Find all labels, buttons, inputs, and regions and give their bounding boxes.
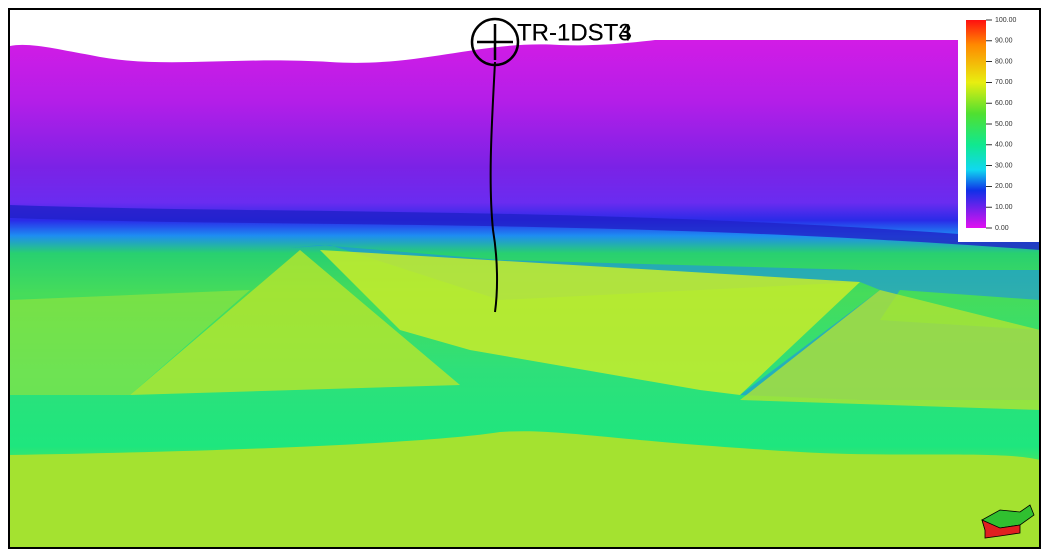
legend: 100.00 90.00 80.00 70.00 60.00 50.00 40.00 30.0… xyxy=(958,14,1042,242)
legend-tick-label: 80.00 xyxy=(995,58,1013,65)
color-bar xyxy=(966,20,986,228)
legend-tick-label: 20.00 xyxy=(995,183,1013,190)
legend-tick-label: 0.00 xyxy=(995,225,1009,232)
legend-tick-label: 50.00 xyxy=(995,121,1013,128)
legend-tick-label: 30.00 xyxy=(995,162,1013,169)
legend-tick-label: 70.00 xyxy=(995,79,1013,86)
legend-tick-label: 10.00 xyxy=(995,204,1013,211)
legend-tick-label: 40.00 xyxy=(995,142,1013,149)
legend-tick-label: 60.00 xyxy=(995,100,1013,107)
model-view: TR-1DST3 TR-1DST4 100.0090.0080.0070.006… xyxy=(0,0,1047,552)
legend-tick-label: 100.00 xyxy=(995,17,1017,24)
well-label: TR-1DST4 xyxy=(517,19,632,46)
legend-tick-label: 90.00 xyxy=(995,38,1013,45)
viewport: TR-1DST3 TR-1DST4 100.0090.0080.0070.006… xyxy=(0,0,1047,552)
